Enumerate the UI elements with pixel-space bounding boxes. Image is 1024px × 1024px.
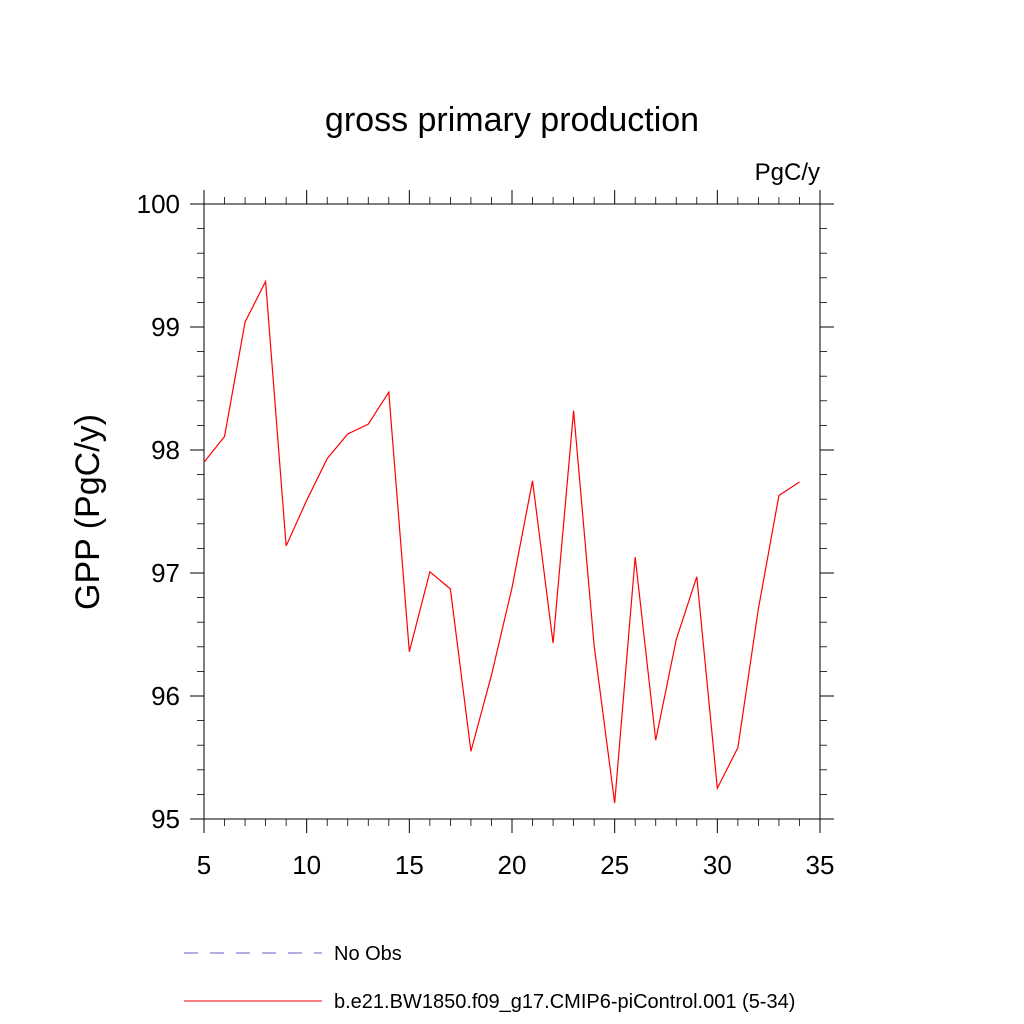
y-axis-label: GPP (PgC/y) <box>69 414 107 610</box>
x-tick-label: 15 <box>395 850 424 880</box>
x-tick-label: 25 <box>600 850 629 880</box>
y-tick-label: 100 <box>137 189 180 219</box>
y-tick-label: 95 <box>151 804 180 834</box>
x-tick-label: 35 <box>806 850 835 880</box>
series-line <box>203 279 800 804</box>
plot-area: 5 10 15 20 25 30 35 95 96 97 98 99 100 <box>137 189 835 880</box>
chart-title: gross primary production <box>325 101 699 139</box>
x-tick-label: 20 <box>498 850 527 880</box>
y-tick-label: 96 <box>151 681 180 711</box>
plot-frame <box>203 203 821 820</box>
x-tick-label: 5 <box>197 850 211 880</box>
y-tick-label: 97 <box>151 558 180 588</box>
x-tick-label: 30 <box>703 850 732 880</box>
x-tick-label: 10 <box>292 850 321 880</box>
legend-label: No Obs <box>334 943 402 965</box>
legend: No Obs b.e21.BW1850.f09_g17.CMIP6-piContr… <box>184 943 795 1013</box>
y-tick-label: 99 <box>151 312 180 342</box>
units-label: PgC/y <box>755 159 820 186</box>
legend-label: b.e21.BW1850.f09_g17.CMIP6-piControl.001… <box>334 991 795 1013</box>
y-tick-label: 98 <box>151 435 180 465</box>
